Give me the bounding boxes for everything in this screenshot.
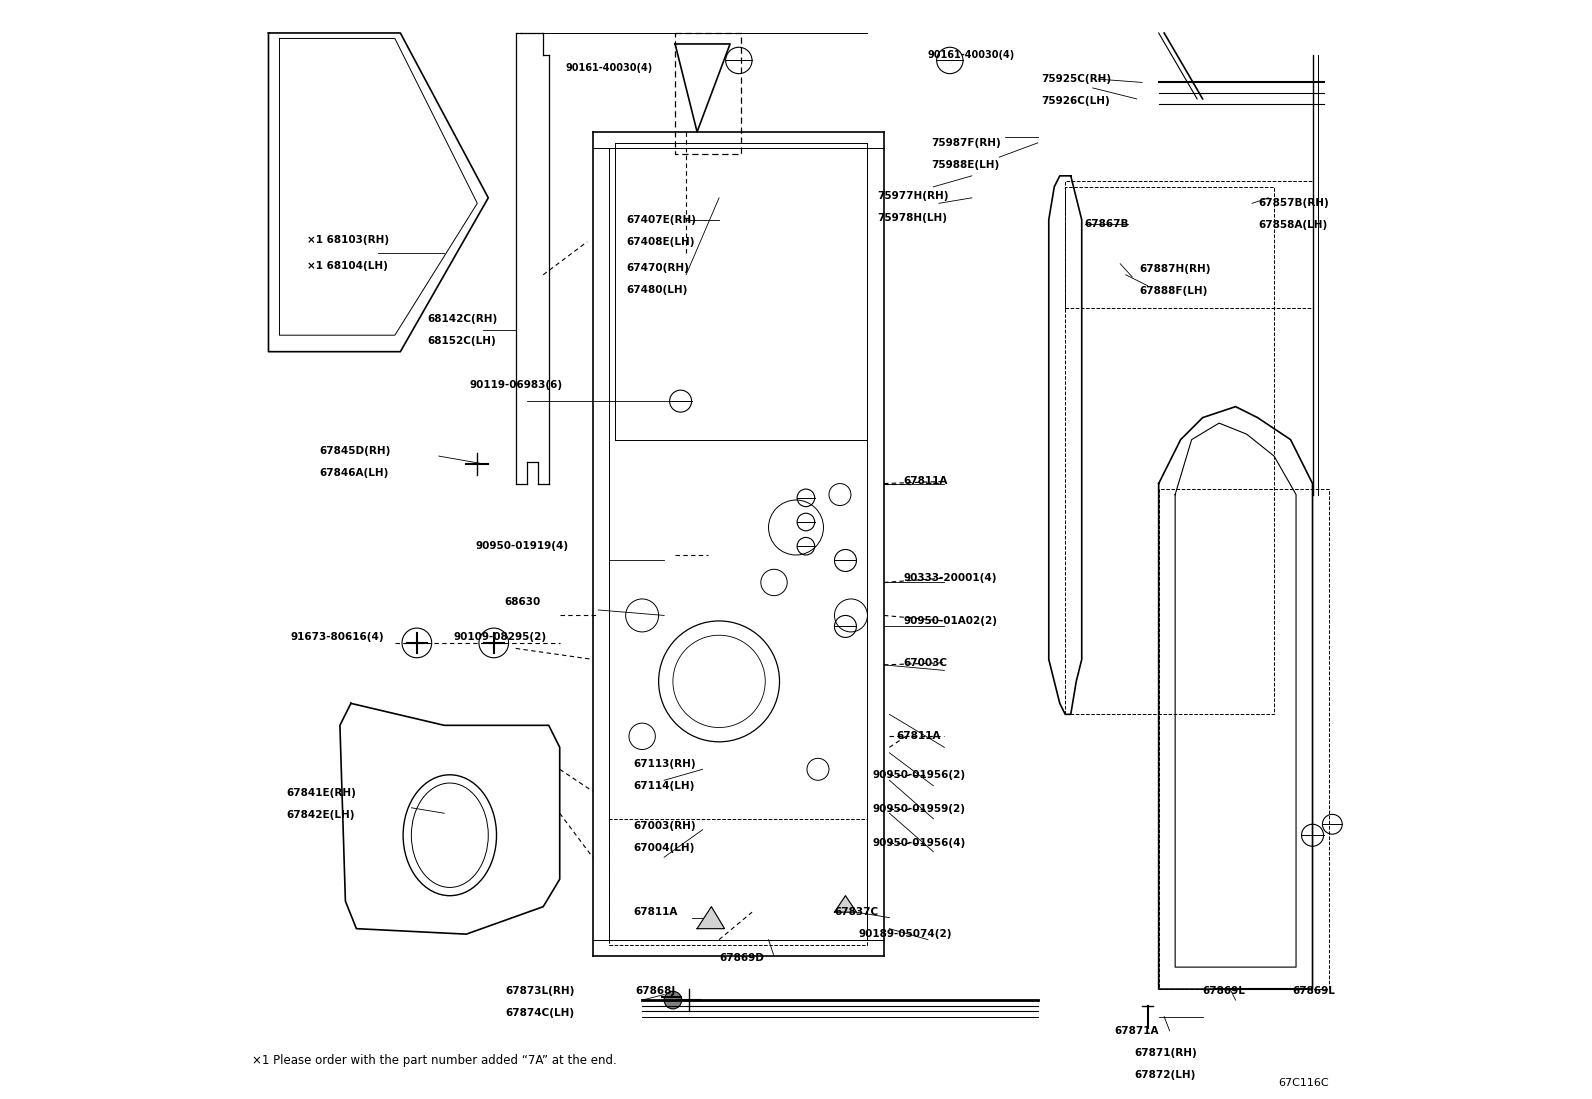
Text: 67470(RH): 67470(RH) <box>627 263 689 274</box>
Text: 67888F(LH): 67888F(LH) <box>1138 286 1207 297</box>
Text: 67811A: 67811A <box>904 476 949 487</box>
Text: 67004(LH): 67004(LH) <box>634 843 694 854</box>
Bar <box>1065 187 1274 714</box>
Text: 67872(LH): 67872(LH) <box>1135 1069 1196 1080</box>
Text: 67837C: 67837C <box>834 907 879 918</box>
Text: 67858A(LH): 67858A(LH) <box>1259 220 1328 231</box>
Text: 90950-01959(2): 90950-01959(2) <box>872 803 966 814</box>
Text: 67887H(RH): 67887H(RH) <box>1138 264 1210 275</box>
Text: 91673-80616(4): 91673-80616(4) <box>290 632 384 643</box>
Text: 67003(RH): 67003(RH) <box>634 821 696 832</box>
Text: 67846A(LH): 67846A(LH) <box>318 467 388 478</box>
Text: 75987F(RH): 75987F(RH) <box>931 137 1001 148</box>
Polygon shape <box>697 907 724 929</box>
Text: 90333-20001(4): 90333-20001(4) <box>904 573 997 584</box>
Bar <box>1159 489 1329 989</box>
Text: 68142C(RH): 68142C(RH) <box>428 313 498 324</box>
Text: 90950-01919(4): 90950-01919(4) <box>474 541 568 552</box>
Text: 67811A: 67811A <box>634 907 678 918</box>
Text: 75978H(LH): 75978H(LH) <box>877 212 947 223</box>
Text: 75925C(RH): 75925C(RH) <box>1041 74 1111 85</box>
Text: 90950-01A02(2): 90950-01A02(2) <box>904 615 998 626</box>
Text: 67871(RH): 67871(RH) <box>1135 1047 1197 1058</box>
Text: 67480(LH): 67480(LH) <box>627 285 688 296</box>
Text: 67842E(LH): 67842E(LH) <box>287 810 355 821</box>
Text: 67869L: 67869L <box>1293 986 1336 997</box>
Text: 75988E(LH): 75988E(LH) <box>931 159 1000 170</box>
Text: 90189-05074(2): 90189-05074(2) <box>858 929 952 940</box>
Text: 67113(RH): 67113(RH) <box>634 758 696 769</box>
Text: 90119-06983(6): 90119-06983(6) <box>470 379 562 390</box>
Text: 68630: 68630 <box>505 597 541 608</box>
Text: 67845D(RH): 67845D(RH) <box>318 445 390 456</box>
Text: 67C116C: 67C116C <box>1278 1078 1329 1088</box>
Text: 67871A: 67871A <box>1114 1025 1159 1036</box>
Text: 67869D: 67869D <box>720 953 764 964</box>
Text: 67003C: 67003C <box>904 657 947 668</box>
Text: 90950-01956(4): 90950-01956(4) <box>872 837 966 848</box>
Text: 67868J: 67868J <box>635 986 675 997</box>
Text: 67873L(RH): 67873L(RH) <box>506 986 575 997</box>
Text: 68152C(LH): 68152C(LH) <box>428 335 497 346</box>
Bar <box>610 819 868 945</box>
Text: 67407E(RH): 67407E(RH) <box>627 214 697 225</box>
Text: ×1 68103(RH): ×1 68103(RH) <box>307 234 388 245</box>
Text: 75977H(RH): 75977H(RH) <box>877 190 949 201</box>
Text: 90161-40030(4): 90161-40030(4) <box>565 63 653 74</box>
Text: ×1 Please order with the part number added “7A” at the end.: ×1 Please order with the part number add… <box>252 1054 616 1067</box>
Text: 67869L: 67869L <box>1202 986 1245 997</box>
Text: 67857B(RH): 67857B(RH) <box>1259 198 1329 209</box>
Text: 90950-01956(2): 90950-01956(2) <box>872 769 966 780</box>
Text: ×1 68104(LH): ×1 68104(LH) <box>307 260 388 271</box>
Text: 67114(LH): 67114(LH) <box>634 780 694 791</box>
Text: 90161-40030(4): 90161-40030(4) <box>928 49 1016 60</box>
Text: 67811A: 67811A <box>896 731 941 742</box>
Text: 67874C(LH): 67874C(LH) <box>506 1008 575 1019</box>
Text: 67867B: 67867B <box>1084 219 1129 230</box>
Text: 67841E(RH): 67841E(RH) <box>287 788 357 799</box>
Polygon shape <box>834 896 856 912</box>
Text: 67408E(LH): 67408E(LH) <box>627 236 696 247</box>
Circle shape <box>664 991 681 1009</box>
Bar <box>1065 181 1312 308</box>
Text: 90109-08295(2): 90109-08295(2) <box>454 632 546 643</box>
Text: 75926C(LH): 75926C(LH) <box>1041 96 1110 107</box>
